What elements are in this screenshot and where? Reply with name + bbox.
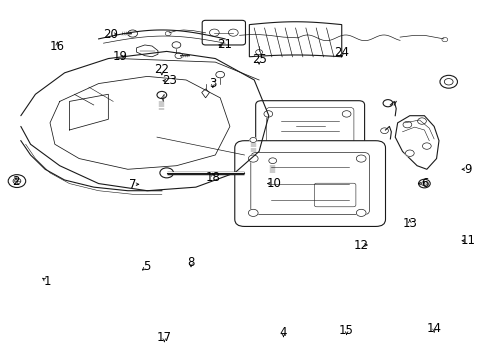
Circle shape <box>237 168 251 178</box>
Text: 2: 2 <box>12 175 20 188</box>
Circle shape <box>356 209 366 216</box>
FancyBboxPatch shape <box>234 141 385 226</box>
Circle shape <box>248 209 258 216</box>
Circle shape <box>157 91 166 99</box>
Text: 13: 13 <box>402 217 416 230</box>
Circle shape <box>380 128 387 134</box>
Text: 15: 15 <box>339 324 353 337</box>
Text: 23: 23 <box>162 74 176 87</box>
Text: 12: 12 <box>353 239 368 252</box>
Circle shape <box>228 29 238 36</box>
Circle shape <box>268 158 276 163</box>
Text: 25: 25 <box>251 53 266 66</box>
Text: 18: 18 <box>205 171 220 184</box>
Polygon shape <box>201 89 209 98</box>
Text: 14: 14 <box>426 322 441 335</box>
Circle shape <box>160 168 173 178</box>
Text: 4: 4 <box>279 327 286 339</box>
Text: 21: 21 <box>217 39 232 51</box>
Circle shape <box>175 53 183 59</box>
Circle shape <box>264 144 272 150</box>
Text: 22: 22 <box>154 63 169 76</box>
Circle shape <box>264 111 272 117</box>
Text: 3: 3 <box>209 77 216 90</box>
Circle shape <box>209 29 219 36</box>
FancyBboxPatch shape <box>266 108 353 149</box>
FancyBboxPatch shape <box>255 101 364 156</box>
FancyBboxPatch shape <box>202 20 245 45</box>
Circle shape <box>127 30 137 37</box>
FancyBboxPatch shape <box>250 153 369 215</box>
Text: 24: 24 <box>334 46 348 59</box>
Circle shape <box>342 144 350 150</box>
Text: 16: 16 <box>50 40 65 53</box>
Text: 7: 7 <box>129 178 136 191</box>
Circle shape <box>421 181 427 186</box>
Circle shape <box>402 121 411 128</box>
FancyBboxPatch shape <box>314 183 355 207</box>
Polygon shape <box>394 116 438 169</box>
Circle shape <box>342 111 350 117</box>
Circle shape <box>418 179 429 188</box>
Text: 1: 1 <box>44 275 51 288</box>
Circle shape <box>417 118 426 124</box>
Text: 20: 20 <box>103 28 118 41</box>
Circle shape <box>172 42 181 48</box>
Circle shape <box>165 31 171 36</box>
Circle shape <box>444 78 452 85</box>
Text: 5: 5 <box>143 260 151 273</box>
Circle shape <box>382 100 392 107</box>
Text: 17: 17 <box>157 332 171 345</box>
Text: 10: 10 <box>265 177 281 190</box>
Circle shape <box>249 138 256 143</box>
Circle shape <box>248 155 258 162</box>
Text: 11: 11 <box>460 234 475 247</box>
Circle shape <box>255 50 262 55</box>
Text: 9: 9 <box>464 163 471 176</box>
Circle shape <box>215 71 224 78</box>
Circle shape <box>356 155 366 162</box>
Text: 8: 8 <box>187 256 194 269</box>
Polygon shape <box>136 45 158 57</box>
Circle shape <box>405 150 413 157</box>
Circle shape <box>422 143 430 149</box>
Circle shape <box>441 37 447 42</box>
Polygon shape <box>249 22 341 57</box>
Text: 19: 19 <box>113 50 128 63</box>
Text: 6: 6 <box>420 177 427 190</box>
Circle shape <box>439 75 457 88</box>
